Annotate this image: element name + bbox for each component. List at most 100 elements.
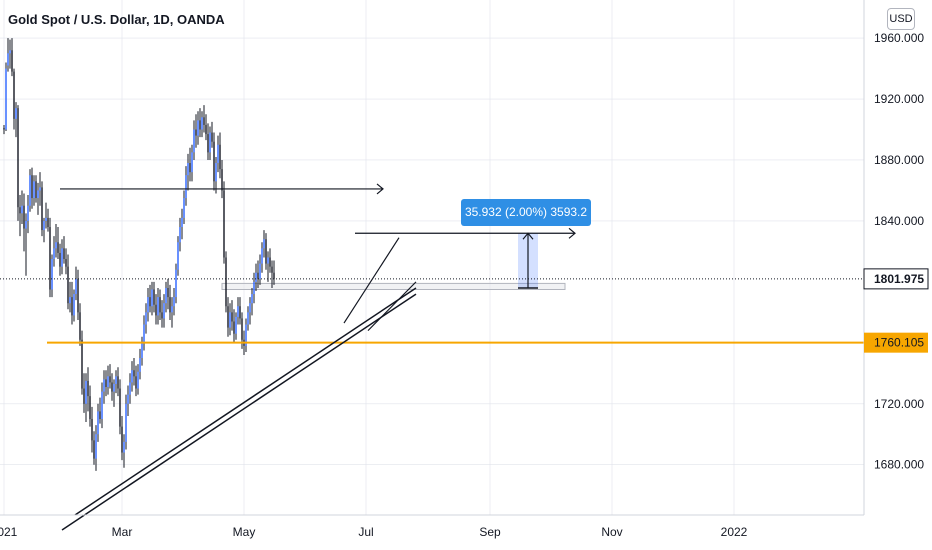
wedge-line-bottom[interactable] [367,281,417,332]
candle-body [265,239,267,264]
y-tick-label: 1960.000 [874,31,924,45]
candle-body [273,272,275,279]
candle-body [231,312,233,322]
candle-body [127,394,129,404]
candle-body [257,272,259,279]
candle-body [99,411,101,420]
candle-body [239,306,241,319]
candle-body [67,266,69,304]
candle-body [163,303,165,319]
y-tick-label: 1680.000 [874,458,924,472]
candle-body [247,312,249,325]
candle-body [267,257,269,264]
candle-body [25,220,27,229]
candle-body [261,248,263,264]
candle-body [153,289,155,305]
candle-body [207,134,209,153]
candle-body [173,297,175,307]
resistance-ray-head [376,183,384,195]
candle-body [109,376,111,383]
last-price-label: 1801.975 [874,272,924,286]
wedge-line-top[interactable] [343,237,400,324]
candle-body [49,227,51,290]
level-price-label: 1760.105 [874,336,924,350]
candle-body [255,272,257,282]
y-tick-labels: 1960.000 1920.000 1880.000 1840.000 1720.000… [874,31,924,472]
candle-body [119,388,121,427]
candle-body [233,321,235,334]
candle-body [191,152,193,173]
candle-body [227,306,229,328]
candle-body [131,370,133,383]
candle-body [155,304,157,316]
candle-body [149,297,151,307]
candle-body [59,252,61,267]
candle-body [65,259,67,267]
x-tick-label: May [233,525,256,539]
candle-body [63,248,65,260]
candle-body [37,190,39,199]
candle-body [157,297,159,316]
candle-body [151,289,153,307]
trendline-upper[interactable] [61,293,417,531]
candle-body [205,124,207,135]
currency-button[interactable]: USD [887,8,915,30]
candle-body [83,388,85,404]
candle-body [75,278,77,295]
candle-body [5,68,7,130]
candle-body [21,205,23,214]
candle-body [147,297,149,313]
candle-body [133,370,135,377]
candle-body [97,411,99,435]
candle-body [219,144,221,170]
candle-body [73,294,75,316]
y-tick-label: 1880.000 [874,153,924,167]
breakout-ray-head [568,227,576,239]
last-price-tag [863,268,929,290]
candle-body [141,342,143,359]
candle-body [193,129,195,153]
candle-body [47,217,49,228]
candle-body [135,376,137,389]
candle-body [125,403,127,442]
candle-body [69,297,71,304]
price-axis[interactable]: 1960.000 1920.000 1880.000 1840.000 1720.000… [0,0,929,539]
candle-body [139,358,141,372]
candle-body [95,434,97,459]
candle-body [51,259,53,290]
candle-body [225,257,227,307]
candle-body [23,205,25,229]
candle-body [19,207,21,214]
candle-body [187,163,189,176]
candle-body [91,419,93,441]
candle-body [199,120,201,130]
candle-body [177,242,179,270]
candle-body [235,316,237,334]
candle-body [55,242,57,249]
candle-body [11,50,13,72]
x-tick-label: Sep [479,525,501,539]
candle-body [29,175,31,206]
candle-body [43,220,45,231]
candle-body [251,294,253,304]
support-zone-rectangle[interactable] [221,282,566,290]
candle-body [87,380,89,397]
candle-body [31,175,33,199]
candle-body [179,227,181,243]
candle-body [85,380,87,404]
candle-body [175,269,177,298]
candle-body [93,440,95,459]
candle-body [45,217,47,221]
candle-body [185,175,187,199]
x-tick-label: Nov [601,525,622,539]
candle-body [245,324,247,346]
candle-body [123,441,125,453]
chart-title: Gold Spot / U.S. Dollar, 1D, OANDA [8,12,225,27]
x-tick-label: 2022 [721,525,748,539]
candle-body [181,217,183,228]
trendline-lower[interactable] [74,287,417,516]
candle-body [197,120,199,136]
grid [0,0,864,515]
candles [3,38,275,471]
